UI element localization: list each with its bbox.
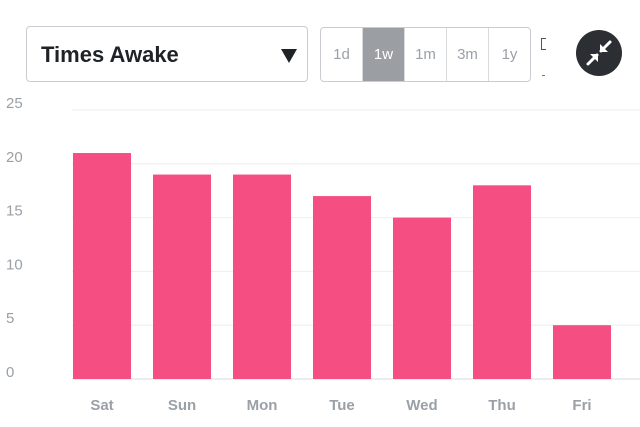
- metric-dropdown[interactable]: Times Awake: [26, 26, 308, 82]
- chart-bars: [73, 153, 611, 379]
- metric-dropdown-value: Times Awake: [41, 42, 179, 67]
- y-tick-label: 5: [6, 310, 14, 327]
- bar-fri[interactable]: [553, 325, 611, 379]
- x-axis: Sat Sun Mon Tue Wed Thu Fri: [90, 397, 591, 414]
- bar-mon[interactable]: [233, 174, 291, 379]
- y-tick-label: 25: [6, 95, 23, 112]
- y-tick-label: 15: [6, 203, 23, 220]
- bar-tue[interactable]: [313, 196, 371, 379]
- collapse-icon: [586, 40, 612, 66]
- partial-element-edge: [541, 38, 546, 50]
- range-tab-1w[interactable]: 1w: [363, 28, 405, 81]
- bar-chart: 0 5 10 15 20 25 Sat Sun Mon Tue Wed Thu Fri: [6, 95, 640, 414]
- y-axis: 0 5 10 15 20 25: [6, 95, 23, 381]
- bar-thu[interactable]: [473, 185, 531, 379]
- time-range-selector: 1d 1w 1m 3m 1y: [320, 27, 531, 82]
- x-tick-label: Mon: [247, 397, 278, 414]
- x-tick-label: Sat: [90, 397, 113, 414]
- bar-wed[interactable]: [393, 217, 451, 379]
- bar-sun[interactable]: [153, 174, 211, 379]
- x-tick-label: Sun: [168, 397, 196, 414]
- y-tick-label: 20: [6, 149, 23, 166]
- range-tab-1m[interactable]: 1m: [405, 28, 447, 81]
- range-tab-1y[interactable]: 1y: [501, 46, 518, 63]
- x-tick-label: Fri: [572, 397, 591, 414]
- chevron-down-icon: [281, 49, 297, 63]
- bar-sat[interactable]: [73, 153, 131, 379]
- range-tab-3m[interactable]: 3m: [447, 28, 489, 81]
- x-tick-label: Thu: [488, 397, 516, 414]
- y-tick-label: 10: [6, 256, 23, 273]
- x-tick-label: Wed: [406, 397, 437, 414]
- x-tick-label: Tue: [329, 397, 355, 414]
- collapse-button[interactable]: [576, 30, 622, 76]
- range-tab-1d[interactable]: 1d: [321, 28, 363, 81]
- y-tick-label: 0: [6, 364, 14, 381]
- partial-element-edge: [542, 75, 545, 76]
